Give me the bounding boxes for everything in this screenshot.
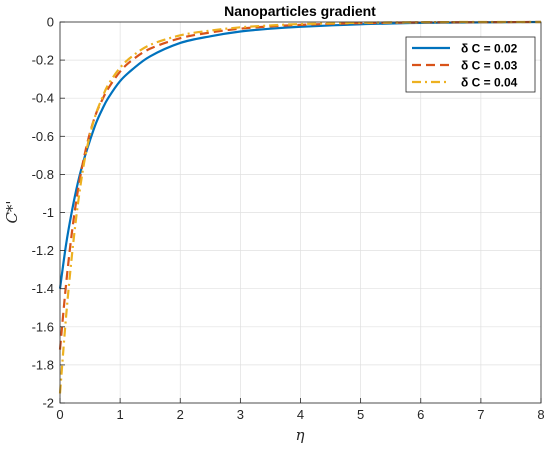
chart-title: Nanoparticles gradient [224, 3, 376, 19]
x-tick-label: 0 [56, 407, 63, 422]
x-axis-ticks: 0 1 2 3 4 5 6 7 8 [56, 398, 545, 422]
y-tick-label: -1 [42, 205, 54, 220]
x-tick-label: 6 [417, 407, 424, 422]
legend-label-1: δ C = 0.02 [461, 42, 518, 56]
y-tick-label: -1.4 [32, 281, 54, 296]
y-axis-ticks: 0 -0.2 -0.4 -0.6 -0.8 -1 -1.2 -1.4 -1.6 -1.8 -2 [32, 15, 65, 411]
x-axis-label: η [296, 426, 305, 444]
y-tick-label: -1.6 [32, 319, 54, 334]
x-tick-label: 1 [117, 407, 124, 422]
x-tick-label: 3 [237, 407, 244, 422]
legend: δ C = 0.02 δ C = 0.03 δ C = 0.04 [405, 36, 536, 93]
y-tick-label: -0.6 [32, 129, 54, 144]
y-tick-label: 0 [47, 15, 54, 30]
x-tick-label: 7 [477, 407, 484, 422]
y-tick-label: -0.2 [32, 53, 54, 68]
series-group [58, 20, 542, 394]
series-line-3 [58, 20, 542, 394]
legend-label-3: δ C = 0.04 [461, 76, 518, 90]
y-tick-label: -1.2 [32, 243, 54, 258]
y-tick-label: -2 [42, 396, 54, 411]
x-tick-label: 4 [297, 407, 304, 422]
legend-label-2: δ C = 0.03 [461, 59, 518, 73]
x-tick-label: 2 [177, 407, 184, 422]
x-tick-label: 5 [357, 407, 364, 422]
y-tick-label: -1.8 [32, 357, 54, 372]
y-axis-label: C*' [3, 200, 21, 223]
y-tick-label: -0.4 [32, 91, 54, 106]
x-tick-label: 8 [537, 407, 544, 422]
y-tick-label: -0.8 [32, 167, 54, 182]
